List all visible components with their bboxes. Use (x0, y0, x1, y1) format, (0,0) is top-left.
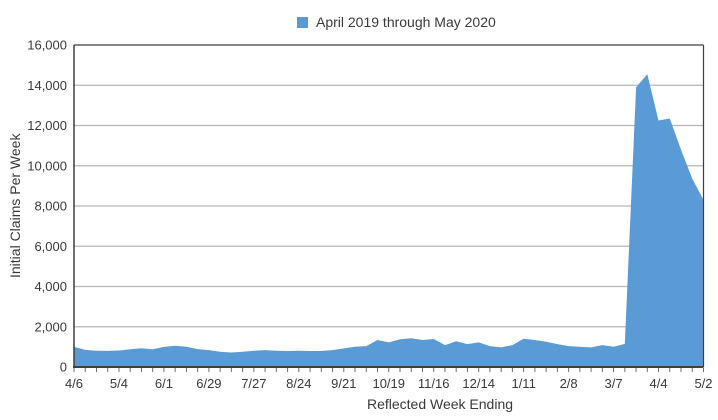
y-tick-label: 6,000 (34, 239, 67, 254)
y-tick-label: 10,000 (27, 158, 67, 173)
x-tick-label: 12/14 (462, 376, 495, 391)
x-tick-label: 10/19 (372, 376, 405, 391)
y-tick-label: 0 (60, 360, 67, 375)
x-tick-label: 11/16 (418, 376, 450, 391)
area-series (74, 74, 704, 367)
x-tick-label: 6/29 (196, 376, 221, 391)
x-tick-label: 4/6 (65, 376, 83, 391)
y-tick-label: 12,000 (27, 118, 67, 133)
legend-label: April 2019 through May 2020 (316, 14, 496, 30)
y-axis-title: Initial Claims Per Week (7, 133, 23, 279)
y-tick-label: 4,000 (34, 279, 67, 294)
x-axis-title: Reflected Week Ending (366, 396, 514, 412)
y-tick-label: 2,000 (34, 319, 67, 334)
x-tick-label: 3/7 (605, 376, 623, 391)
y-tick-label: 14,000 (27, 78, 67, 93)
legend-swatch-icon (297, 16, 308, 28)
x-tick-label: 5/4 (110, 376, 128, 391)
x-tick-label: 2/8 (560, 376, 578, 391)
x-tick-label: 1/11 (511, 376, 535, 391)
y-tick-label: 16,000 (27, 38, 67, 53)
x-tick-label: 8/24 (286, 376, 311, 391)
x-tick-label: 7/27 (241, 376, 266, 391)
y-tick-label: 8,000 (34, 199, 67, 214)
x-tick-label: 9/21 (331, 376, 356, 391)
x-tick-label: 6/1 (155, 376, 173, 391)
legend: April 2019 through May 2020 (297, 14, 496, 30)
x-tick-label: 4/4 (649, 376, 667, 391)
x-tick-label: 5/2 (694, 376, 712, 391)
